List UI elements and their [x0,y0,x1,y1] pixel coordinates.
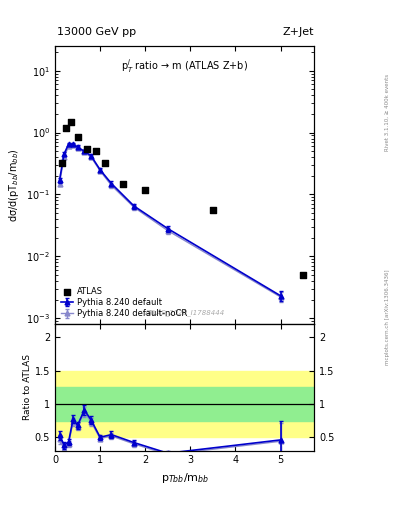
Text: ATLAS_2020_I1788444: ATLAS_2020_I1788444 [145,309,225,316]
ATLAS [101,159,108,167]
Legend: ATLAS, Pythia 8.240 default, Pythia 8.240 default-noCR: ATLAS, Pythia 8.240 default, Pythia 8.24… [59,286,189,320]
ATLAS [210,206,216,215]
Y-axis label: dσ/d(pT$_{bb}$/m$_{bb}$): dσ/d(pT$_{bb}$/m$_{bb}$) [7,148,20,222]
ATLAS [142,185,149,194]
Text: Z+Jet: Z+Jet [282,27,314,37]
ATLAS [119,179,126,187]
Y-axis label: Ratio to ATLAS: Ratio to ATLAS [23,354,32,420]
Text: p$_T^j$ ratio → m (ATLAS Z+b): p$_T^j$ ratio → m (ATLAS Z+b) [121,57,248,75]
ATLAS [92,147,99,155]
ATLAS [59,159,65,167]
Text: Rivet 3.1.10, ≥ 400k events: Rivet 3.1.10, ≥ 400k events [385,74,389,151]
ATLAS [83,144,90,153]
Text: 13000 GeV pp: 13000 GeV pp [57,27,136,37]
X-axis label: p$_{Tbb}$/m$_{bb}$: p$_{Tbb}$/m$_{bb}$ [161,471,209,485]
ATLAS [63,123,70,132]
ATLAS [74,133,81,141]
Text: mcplots.cern.ch [arXiv:1306.3436]: mcplots.cern.ch [arXiv:1306.3436] [385,270,389,365]
ATLAS [300,271,306,279]
ATLAS [68,118,74,126]
